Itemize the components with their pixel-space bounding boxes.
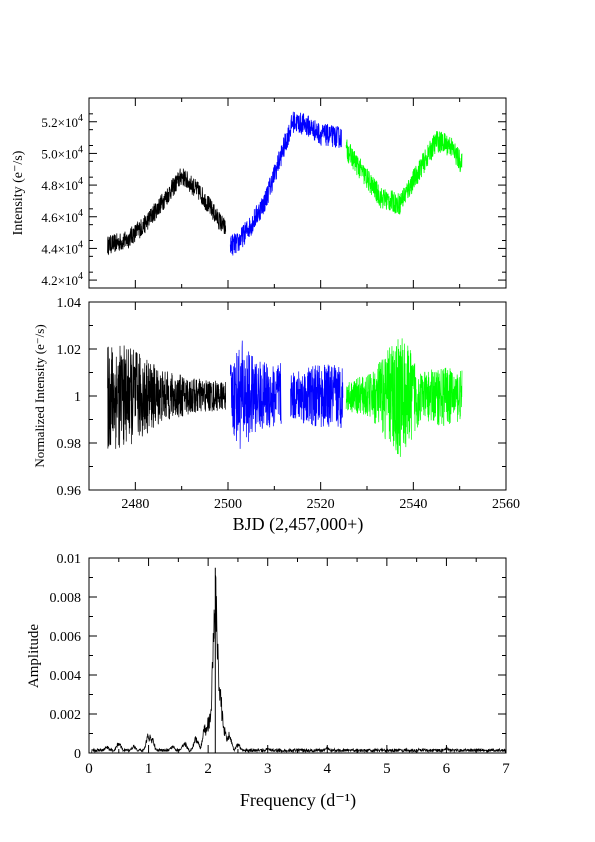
x-tick-label: 0: [85, 761, 93, 777]
x-tick-label: 2560: [492, 497, 520, 512]
normalized-x-ticks: 2480 2500 2520 2540 2560: [88, 302, 520, 512]
y-tick-label: 4.8×104: [41, 176, 83, 193]
x-tick-label: 6: [443, 761, 451, 777]
x-tick-label: 2540: [399, 497, 427, 512]
x-tick-label: 2520: [307, 497, 335, 512]
normalized-y-axis-label: Normalized Intensity (e⁻/s): [32, 324, 47, 467]
y-tick-label: 0.98: [57, 437, 82, 452]
x-tick-label: 2: [204, 761, 212, 777]
intensity-series-group: [107, 111, 463, 256]
intensity-series-2: [345, 131, 463, 215]
y-tick-label: 1: [74, 390, 81, 405]
y-tick-label: 4.6×104: [41, 208, 83, 225]
normalized-y-ticks: 0.96 0.98 1 1.02 1.04: [57, 296, 506, 499]
panel-amplitude: 0 0.002 0.004 0.006 0.008 0.01 0 1 2 3 4 5 6 7 Ampli…: [26, 552, 510, 811]
y-tick-label: 1.02: [57, 343, 82, 358]
intensity-series-0: [107, 168, 227, 256]
y-tick-label: 0.004: [50, 669, 82, 684]
y-tick-label: 5.0×104: [41, 144, 83, 161]
bjd-x-axis-label: BJD (2,457,000+): [233, 514, 364, 535]
x-tick-label: 4: [324, 761, 332, 777]
x-tick-label: 2480: [121, 497, 149, 512]
panel-normalized: 0.96 0.98 1 1.02 1.04 2480 2500 2520 2540 2560 N…: [32, 296, 520, 535]
y-tick-label: 4.2×104: [41, 271, 83, 288]
y-tick-label: 0.01: [57, 552, 82, 567]
amplitude-y-axis-label: Amplitude: [26, 624, 42, 689]
normalized-series-1: [229, 340, 282, 449]
normalized-series-2: [290, 364, 344, 429]
amplitude-y-ticks: 0 0.002 0.004 0.006 0.008 0.01: [50, 552, 506, 762]
x-tick-label: 7: [502, 761, 510, 777]
panel-intensity: 4.2×104 4.4×104 4.6×104 4.8×104 5.0×104 5.2×1…: [11, 97, 507, 289]
intensity-x-ticks: [88, 98, 507, 288]
normalized-series-0: [107, 345, 227, 449]
x-tick-label: 5: [383, 761, 391, 777]
x-tick-label: 1: [145, 761, 153, 777]
intensity-y-axis-label: Intensity (e⁻/s): [11, 150, 26, 235]
y-tick-label: 5.2×104: [41, 113, 83, 130]
frequency-x-axis-label: Frequency (d⁻¹): [240, 790, 356, 811]
x-tick-label: 3: [264, 761, 272, 777]
y-tick-label: 0.002: [50, 708, 82, 723]
y-tick-label: 0.96: [57, 484, 82, 499]
amplitude-x-ticks: 0 1 2 3 4 5 6 7: [85, 558, 510, 777]
y-tick-label: 0.008: [50, 591, 82, 606]
y-tick-label: 0.006: [50, 630, 82, 645]
intensity-y-ticks: 4.2×104 4.4×104 4.6×104 4.8×104 5.0×104 5.2×1…: [41, 97, 506, 289]
y-tick-label: 4.4×104: [41, 239, 83, 256]
normalized-series-3: [345, 338, 463, 457]
normalized-series-group: [107, 338, 463, 457]
y-tick-label: 1.04: [57, 296, 82, 311]
y-tick-label: 0: [74, 747, 81, 762]
intensity-series-1: [229, 111, 342, 256]
x-tick-label: 2500: [214, 497, 242, 512]
